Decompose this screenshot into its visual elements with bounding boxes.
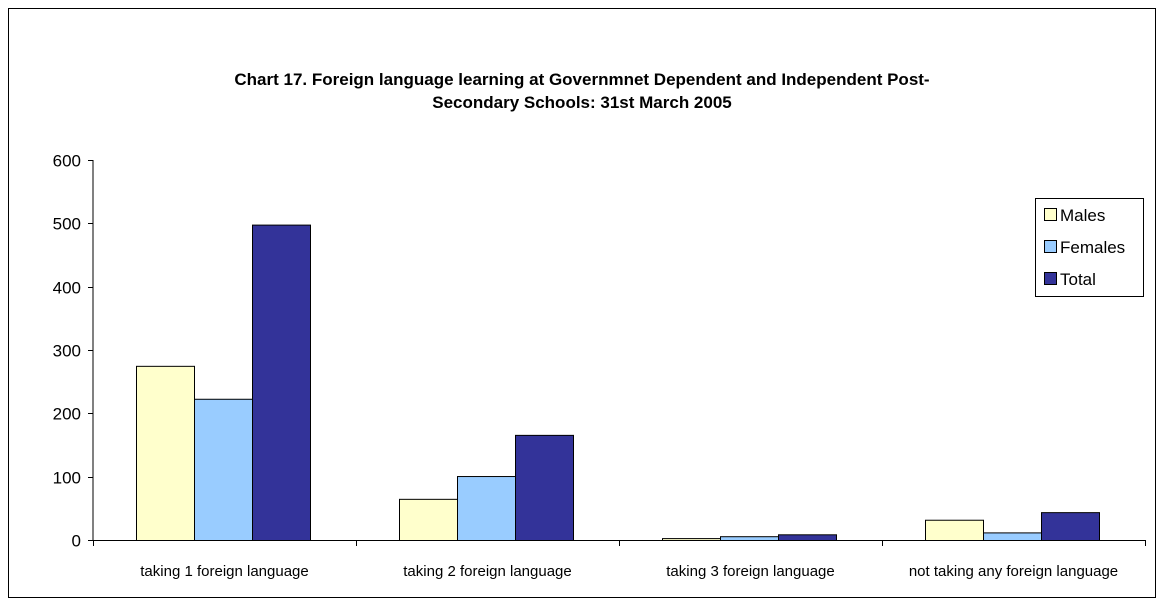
x-tick-label: taking 1 foreign language xyxy=(140,563,308,580)
bar-total xyxy=(515,434,574,541)
chart-title: Chart 17. Foreign language learning at G… xyxy=(8,68,1156,114)
x-tick-label: taking 3 foreign language xyxy=(666,563,834,580)
bar-total xyxy=(1041,512,1100,542)
bar-females xyxy=(720,536,779,542)
bar-total xyxy=(252,224,311,541)
y-tick-label: 0 xyxy=(72,532,81,551)
legend-swatch-males xyxy=(1044,208,1057,221)
legend-label-total: Total xyxy=(1060,270,1096,289)
legend-swatch-females xyxy=(1044,240,1057,253)
y-tick-label: 300 xyxy=(53,342,81,361)
y-tick-label: 400 xyxy=(53,279,81,298)
legend-swatch-total xyxy=(1044,272,1057,285)
legend-label-females: Females xyxy=(1060,238,1125,257)
y-tick-label: 200 xyxy=(53,405,81,424)
y-tick-label: 100 xyxy=(53,469,81,488)
bar-males xyxy=(136,365,195,542)
bar-males xyxy=(925,519,984,542)
x-tick-label: not taking any foreign language xyxy=(909,563,1118,580)
y-tick-label: 500 xyxy=(53,215,81,234)
bar-males xyxy=(399,498,458,542)
bar-females xyxy=(983,532,1042,542)
chart-title-line-2: Secondary Schools: 31st March 2005 xyxy=(432,93,732,112)
legend-label-males: Males xyxy=(1060,206,1105,225)
bar-females xyxy=(194,398,253,541)
x-tick-label: taking 2 foreign language xyxy=(403,563,571,580)
bar-total xyxy=(778,534,837,541)
bar-females xyxy=(457,476,516,541)
y-tick-label: 600 xyxy=(53,152,81,171)
chart-title-line-1: Chart 17. Foreign language learning at G… xyxy=(234,70,930,89)
